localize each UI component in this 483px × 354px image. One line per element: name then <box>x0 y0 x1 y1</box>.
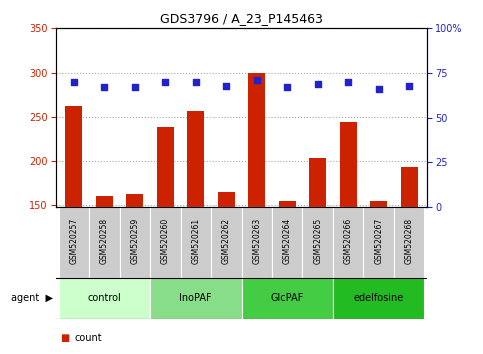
Text: GSM520260: GSM520260 <box>161 218 170 264</box>
Bar <box>279 201 296 207</box>
Point <box>253 77 261 83</box>
Bar <box>333 278 425 319</box>
Point <box>375 86 383 92</box>
Text: GSM520258: GSM520258 <box>100 218 109 264</box>
Bar <box>302 207 333 278</box>
Bar <box>333 207 363 278</box>
Bar <box>187 111 204 207</box>
Text: count: count <box>75 333 102 343</box>
Text: agent  ▶: agent ▶ <box>11 293 53 303</box>
Bar <box>394 207 425 278</box>
Text: edelfosine: edelfosine <box>354 293 404 303</box>
Bar <box>89 207 120 278</box>
Bar <box>401 167 417 207</box>
Bar <box>150 278 242 319</box>
Point <box>192 79 199 85</box>
Bar <box>96 195 113 207</box>
Bar <box>181 207 211 278</box>
Bar <box>66 106 82 207</box>
Bar <box>370 201 387 207</box>
Text: GSM520261: GSM520261 <box>191 218 200 264</box>
Text: GSM520257: GSM520257 <box>70 218 78 264</box>
Text: GSM520262: GSM520262 <box>222 218 231 264</box>
Bar <box>309 158 326 207</box>
Bar <box>58 207 89 278</box>
Point <box>222 83 230 88</box>
Text: GSM520265: GSM520265 <box>313 218 322 264</box>
Bar <box>120 207 150 278</box>
Text: ■: ■ <box>60 333 70 343</box>
Text: GSM520268: GSM520268 <box>405 218 413 264</box>
Point <box>161 79 169 85</box>
Bar <box>340 122 356 207</box>
Bar <box>218 192 235 207</box>
Bar <box>211 207 242 278</box>
Point <box>131 85 139 90</box>
Point <box>284 85 291 90</box>
Bar <box>242 207 272 278</box>
Point <box>70 79 78 85</box>
Point <box>344 79 352 85</box>
Text: InoPAF: InoPAF <box>180 293 212 303</box>
Text: GSM520263: GSM520263 <box>252 218 261 264</box>
Bar <box>248 73 265 207</box>
Text: control: control <box>87 293 121 303</box>
Point <box>314 81 322 87</box>
Bar <box>150 207 181 278</box>
Text: GSM520259: GSM520259 <box>130 218 139 264</box>
Text: GlcPAF: GlcPAF <box>270 293 304 303</box>
Bar <box>242 278 333 319</box>
Text: GSM520264: GSM520264 <box>283 218 292 264</box>
Bar <box>363 207 394 278</box>
Bar <box>127 194 143 207</box>
Bar <box>157 127 174 207</box>
Bar <box>58 278 150 319</box>
Text: GSM520266: GSM520266 <box>344 218 353 264</box>
Bar <box>272 207 302 278</box>
Point <box>100 85 108 90</box>
Point <box>405 83 413 88</box>
Text: GDS3796 / A_23_P145463: GDS3796 / A_23_P145463 <box>160 12 323 25</box>
Text: GSM520267: GSM520267 <box>374 218 383 264</box>
